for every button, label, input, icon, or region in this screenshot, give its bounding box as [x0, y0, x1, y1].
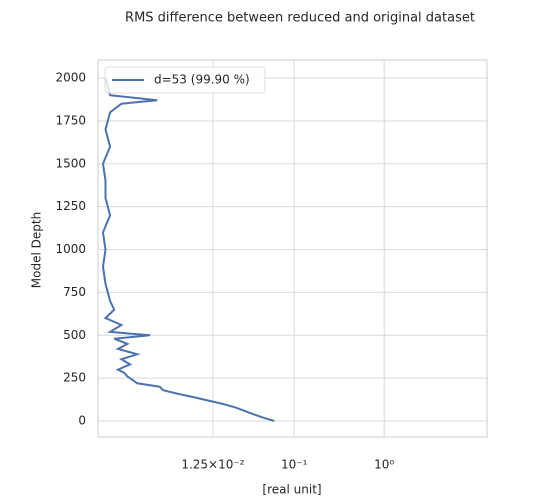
x-tick-label: 10⁰ — [374, 458, 394, 472]
y-tick-label: 1500 — [55, 156, 86, 170]
y-tick-label: 250 — [63, 371, 86, 385]
plot-frame — [97, 59, 488, 438]
x-tick-label: 10⁻¹ — [281, 458, 308, 472]
legend-box — [104, 66, 266, 94]
x-axis-label: [real unit] — [262, 483, 321, 497]
y-tick-label: 1000 — [55, 242, 86, 256]
legend-label: d=53 (99.90 %) — [154, 73, 250, 87]
y-tick-label: 500 — [63, 328, 86, 342]
y-tick-label: 0 — [78, 414, 86, 428]
y-tick-label: 1750 — [55, 113, 86, 127]
y-tick-label: 2000 — [55, 71, 86, 85]
y-axis-label: Model Depth — [30, 212, 44, 288]
y-tick-label: 750 — [63, 285, 86, 299]
y-tick-label: 1250 — [55, 199, 86, 213]
data-line — [101, 77, 275, 422]
x-tick-label: 1.25×10⁻² — [181, 458, 244, 472]
chart-title: RMS difference between reduced and origi… — [125, 11, 475, 26]
